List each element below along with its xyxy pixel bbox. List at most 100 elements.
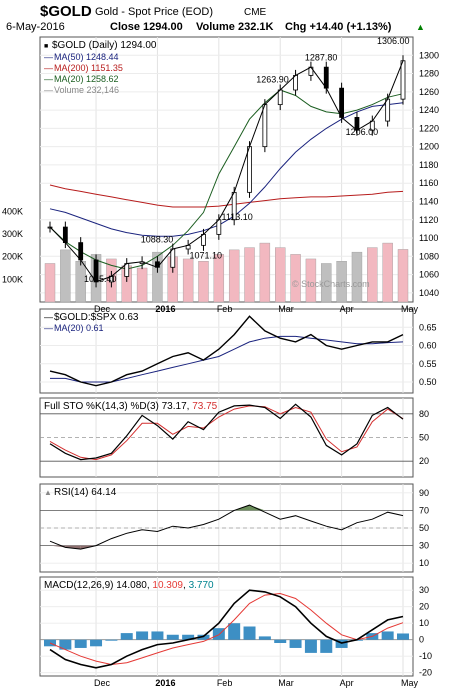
volume-bar (305, 258, 317, 303)
y-tick-label: -20 (419, 668, 432, 678)
rsi-line (49, 504, 404, 550)
price-candle (385, 98, 391, 122)
x-tick-label: Mar (278, 304, 294, 314)
price-candle (277, 89, 283, 106)
price-candle (170, 248, 176, 268)
legend-entry: $GOLD:$SPX 0.63 (54, 312, 139, 323)
legend-entry: MA(20) 0.61 (54, 323, 104, 333)
sto-panel: 20 50 80 Full STO %K(14,3) %D(3) 73.17, 73.… (40, 401, 429, 466)
volume-tick-label: 200K (2, 252, 23, 262)
macd-histogram-bar (182, 634, 195, 640)
macd-signal-line (49, 592, 404, 666)
price-candle (339, 87, 345, 118)
price-annotation: 1071.10 (189, 250, 222, 260)
volume-bar (198, 261, 209, 303)
y-tick-label: 0.65 (419, 322, 437, 332)
ma50-line (49, 102, 404, 237)
panel-frame (39, 36, 414, 303)
panel-1 (39, 308, 414, 394)
macd-histogram-bar (151, 631, 164, 640)
y-tick-label: 50 (419, 433, 429, 443)
macd-histogram-bar (381, 631, 394, 640)
change-arrow-icon: ▲ (416, 22, 425, 32)
y-tick-label: 30 (419, 541, 429, 551)
legend-entry: MACD(12,26,9) 14.080, 10.309, 3.770 (44, 580, 214, 591)
y-tick-label: 1040 (419, 288, 439, 298)
y-tick-label: 80 (419, 409, 429, 419)
legend-swatch-icon: — (44, 312, 53, 322)
volume-tick-label: 400K (2, 206, 23, 216)
price-annotation: 1306.00 (377, 36, 410, 46)
macd-histogram-bar (258, 636, 271, 640)
macd-histogram-bar (228, 623, 241, 640)
volume-label: Volume 232.1K (196, 21, 273, 33)
x-tick-label: Dec (94, 304, 111, 314)
macd-histogram-bar (274, 639, 287, 643)
rsi-panel: 10 30 50 70 90 ▲ RSI(14) 64.14 (40, 487, 429, 568)
volume-bar (228, 249, 240, 303)
ma20-line (49, 89, 404, 270)
price-candle (262, 104, 268, 148)
exchange-label: CME (244, 7, 267, 18)
x-tick-label: Apr (340, 678, 354, 688)
x-tick-label: Apr (340, 304, 354, 314)
price-annotation: 1088.30 (141, 235, 174, 245)
y-tick-label: 1060 (419, 270, 439, 280)
y-tick-label: 0.55 (419, 359, 437, 369)
macd-line (49, 589, 404, 669)
x-tick-label: Feb (217, 304, 233, 314)
price-candle (323, 66, 329, 89)
legend-swatch-icon: ■ (44, 43, 48, 50)
y-tick-label: 1280 (419, 69, 439, 79)
volume-bar (367, 247, 378, 303)
volume-tick-label: 300K (2, 229, 23, 239)
macd-histogram-bar (105, 639, 118, 641)
price-candle (247, 146, 252, 193)
y-tick-label: 1180 (419, 160, 438, 170)
macd-histogram-bar (304, 639, 317, 653)
watermark: © StockCharts.com (292, 279, 370, 289)
legend-entry: MA(200) 1151.35 (54, 63, 123, 73)
close-label: Close 1294.00 (110, 21, 183, 33)
legend-swatch-icon: — (44, 52, 53, 62)
volume-bar (259, 242, 271, 303)
y-tick-label: 70 (419, 505, 429, 515)
price-candle (78, 242, 84, 261)
panel-frame (39, 576, 414, 677)
panel-4 (39, 576, 414, 677)
change-label: Chg +14.40 (+1.13%) (285, 21, 392, 33)
x-tick-label: Dec (94, 678, 111, 688)
legend-entry: Volume 232,146 (54, 85, 119, 95)
y-tick-label: 1200 (419, 142, 439, 152)
x-tick-label: May (401, 304, 419, 314)
price-candle (293, 74, 298, 91)
macd-histogram-bar (59, 639, 72, 650)
price-panel: 1040 1060 1080 1100 1120 1140 1160 1180 1200 1220… (2, 36, 439, 303)
price-annotation: 1287.80 (305, 52, 338, 62)
y-tick-label: 1240 (419, 105, 439, 115)
y-tick-label: 30 (419, 585, 429, 595)
y-tick-label: 0 (419, 635, 424, 645)
ratio-panel: 0.50 0.55 0.60 0.65 — $GOLD:$SPX 0.63— MA(20) … (40, 312, 437, 387)
price-annotation: 1263.90 (256, 74, 289, 84)
y-tick-label: 0.60 (419, 341, 437, 351)
ratio-line (49, 315, 404, 387)
chart-date: 6-May-2016 (6, 21, 65, 33)
price-candle (124, 263, 130, 277)
x-tick-label: 2016 (155, 304, 175, 314)
y-tick-label: 20 (419, 602, 429, 612)
y-tick-label: 1120 (419, 215, 438, 225)
volume-bar (321, 263, 332, 303)
legend-entry: MA(20) 1258.62 (54, 74, 119, 84)
macd-histogram-bar (74, 639, 87, 648)
legend-entry: Full STO %K(14,3) %D(3) 73.17, 73.75 (44, 401, 218, 412)
macd-histogram-bar (212, 628, 225, 640)
macd-histogram-bar (166, 634, 179, 640)
macd-histogram-bar (243, 626, 256, 640)
price-candle (62, 226, 68, 244)
y-tick-label: 1100 (419, 233, 438, 243)
y-tick-label: 1300 (419, 50, 439, 60)
price-annotation: 1113.10 (222, 212, 253, 222)
